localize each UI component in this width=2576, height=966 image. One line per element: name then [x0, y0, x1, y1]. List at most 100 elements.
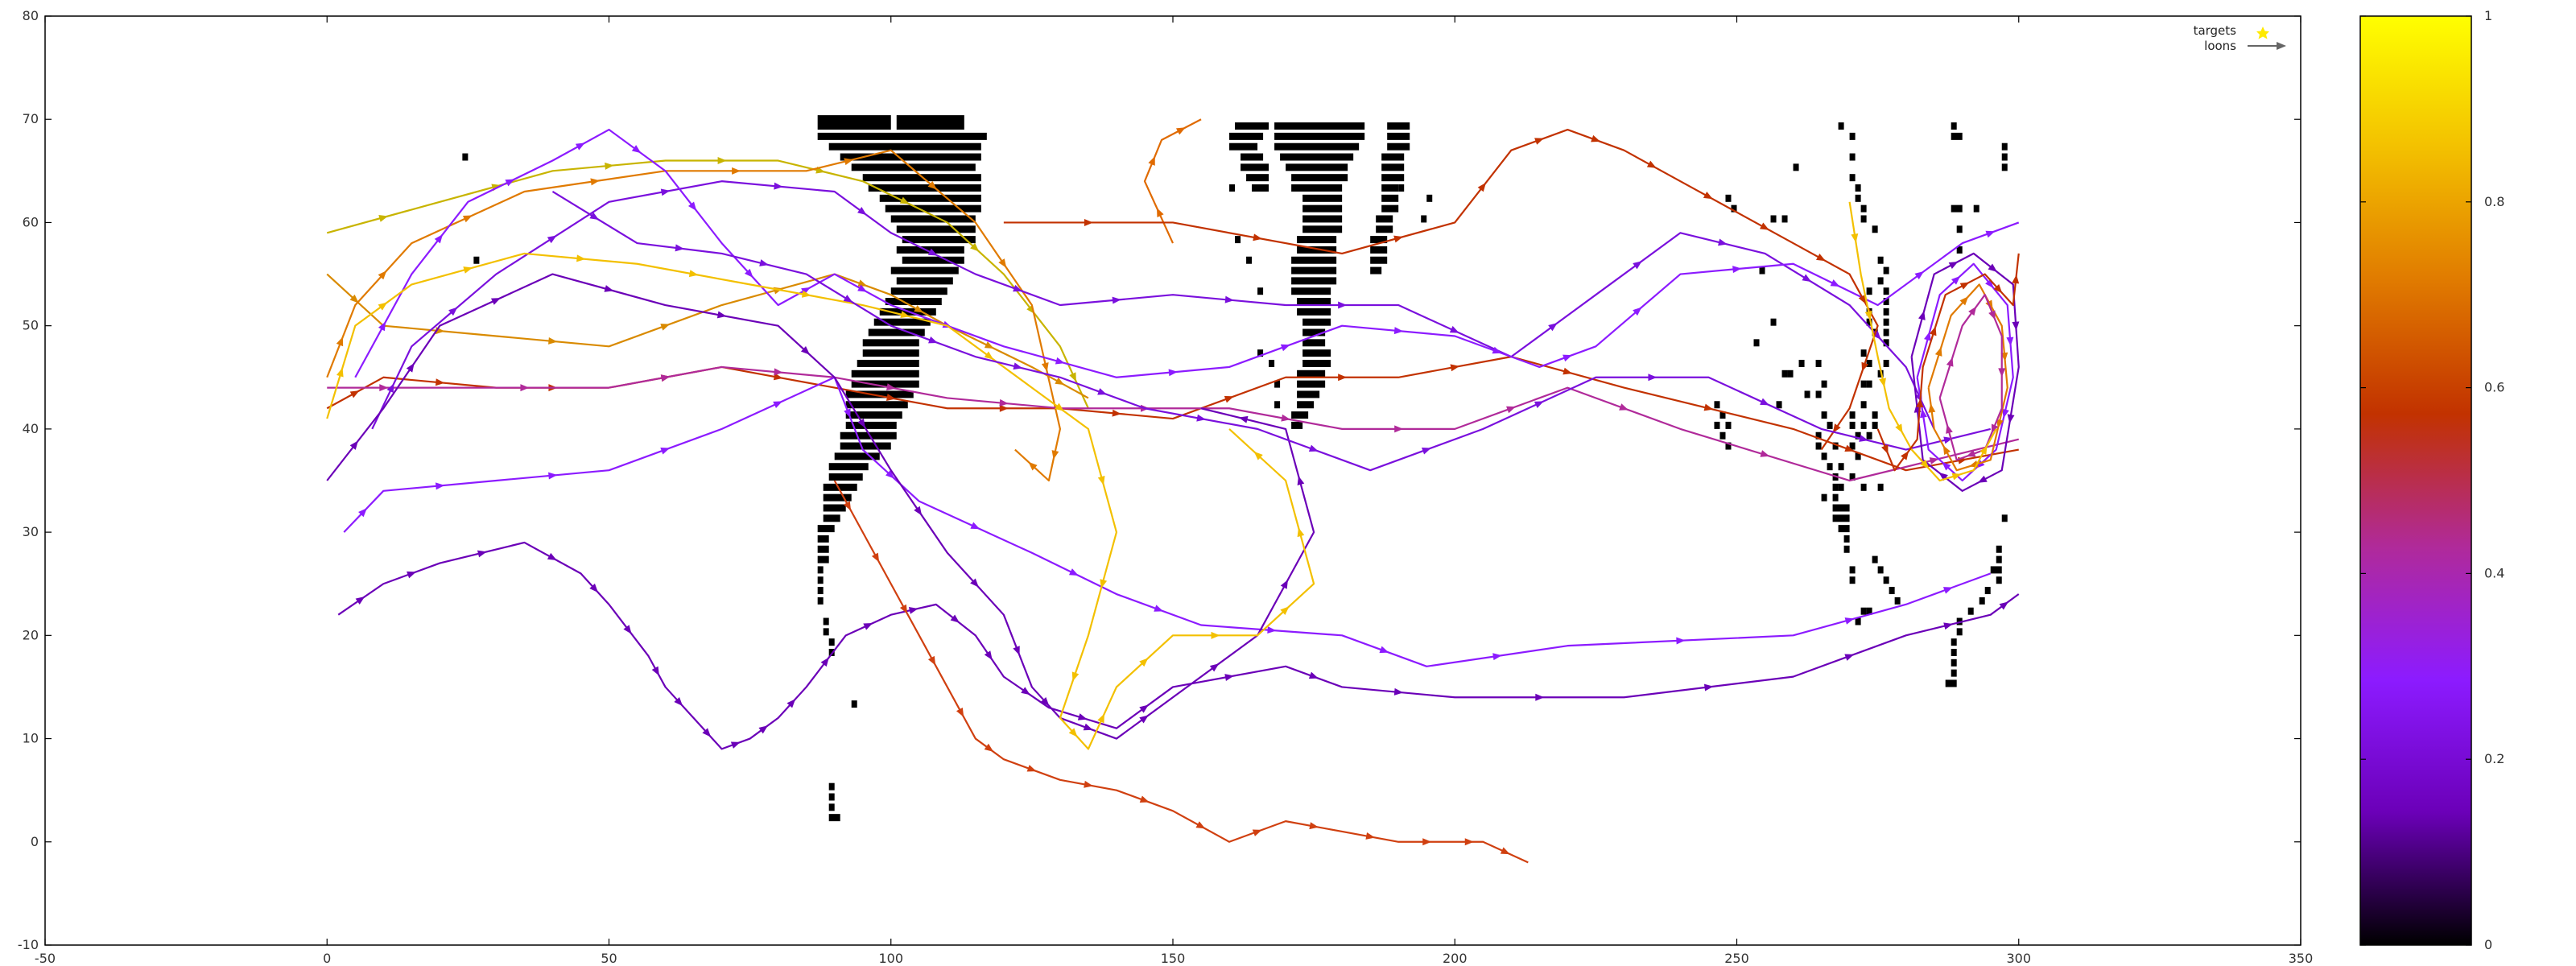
obstacle-cell — [1821, 380, 1827, 388]
trajectory-arrow — [844, 158, 854, 166]
x-tick-label: 250 — [1724, 951, 1749, 966]
trajectory-arrow — [1977, 475, 1988, 483]
trajectory-arrow — [1858, 295, 1866, 304]
obstacle-cell — [828, 142, 981, 151]
obstacle-cell — [2001, 163, 2008, 171]
trajectory-arrow — [1068, 568, 1079, 576]
trajectory-arrow — [1055, 357, 1065, 365]
obstacle-cell — [1860, 421, 1867, 429]
obstacle-cell — [1951, 204, 1963, 213]
trajectory-arrow — [1946, 424, 1953, 434]
trajectory-arrow — [914, 506, 923, 516]
obstacle-cell — [1860, 215, 1867, 223]
trajectory-arrow — [435, 378, 445, 386]
obstacle-cell — [1387, 122, 1410, 130]
obstacle-cell — [828, 638, 835, 646]
trajectory-line — [371, 180, 1935, 430]
obstacle-cell — [1860, 349, 1867, 357]
trajectory-arrow — [1112, 296, 1121, 304]
trajectory-arrow — [1832, 423, 1841, 433]
trajectory-arrow — [1309, 822, 1319, 830]
y-tick-label: -10 — [18, 937, 39, 952]
obstacle-cell — [1872, 555, 1878, 564]
colorbar-tick-label: 0 — [2484, 937, 2492, 952]
trajectory-arrow — [2012, 321, 2020, 331]
obstacle-cell — [1996, 576, 2002, 584]
trajectory-arrow — [1021, 687, 1030, 696]
obstacle-cell — [1843, 535, 1850, 543]
obstacle-cell — [1866, 318, 1872, 326]
obstacle-cell — [1984, 587, 1991, 595]
x-tick-label: 300 — [2006, 951, 2031, 966]
trajectory-arrow — [1646, 160, 1657, 168]
trajectory-arrow — [1224, 395, 1234, 403]
trajectory-arrow — [1951, 473, 1962, 481]
obstacle-cell — [823, 628, 829, 636]
obstacle-cell — [1387, 142, 1410, 151]
obstacle-cell — [823, 514, 840, 522]
trajectory-arrow — [1280, 606, 1290, 615]
trajectory-arrow — [1281, 414, 1291, 422]
trajectory-line — [343, 376, 1992, 667]
y-tick-label: 70 — [23, 111, 39, 126]
trajectory-line — [337, 541, 2020, 750]
trajectory-arrow — [547, 235, 557, 244]
obstacle-cell — [1866, 287, 1872, 295]
x-axis-ticks: -50 0 50 100 150 200 250 300 350 — [35, 16, 2313, 966]
trajectory-arrow — [1477, 182, 1486, 192]
trajectory-arrow — [886, 383, 896, 391]
obstacle-cell — [1849, 566, 1856, 574]
trajectory-arrow — [336, 367, 344, 378]
obstacle-cell — [1257, 349, 1264, 357]
trajectory-line — [1910, 252, 2020, 492]
trajectory-arrow — [716, 311, 727, 319]
trajectory-arrow — [1844, 654, 1855, 661]
obstacle-cell — [1787, 369, 1794, 378]
trajectory-arrow — [927, 180, 937, 190]
trajectory-arrow — [1633, 307, 1642, 316]
trajectory-arrow — [490, 298, 501, 305]
obstacle-cell — [1996, 545, 2002, 553]
obstacle-cell — [1759, 266, 1765, 275]
obstacle-cell — [1302, 339, 1326, 347]
trajectory-arrow — [1464, 838, 1474, 846]
obstacle-cell — [1291, 277, 1337, 285]
legend-label-loons: loons — [2204, 39, 2236, 53]
obstacle-cell — [1821, 493, 1827, 502]
obstacle-cell — [1776, 401, 1782, 409]
trajectory-arrow — [1979, 445, 1988, 456]
obstacle-cell — [1827, 463, 1833, 471]
obstacle-cell — [1849, 153, 1856, 161]
trajectory-line — [1916, 262, 2014, 482]
obstacle-cell — [1815, 442, 1822, 450]
trajectory-arrow — [1535, 693, 1545, 701]
obstacle-cell — [1291, 421, 1303, 429]
trajectory-arrow — [675, 244, 685, 252]
trajectory-arrow — [1861, 361, 1868, 372]
trajectory-arrow — [1421, 448, 1431, 455]
trajectory-arrow — [1816, 253, 1826, 262]
trajectory-arrow — [843, 501, 852, 511]
trajectory-arrow — [1083, 723, 1093, 731]
trajectory-arrow — [623, 625, 632, 634]
obstacle-cell — [845, 411, 902, 419]
obstacle-cell — [1956, 246, 1963, 254]
obstacle-cell — [1274, 132, 1365, 140]
trajectory-series — [326, 118, 2020, 864]
obstacle-cell — [462, 153, 469, 161]
obstacle-cell — [1877, 256, 1884, 264]
trajectory-arrow — [1948, 261, 1959, 270]
trajectory-arrow — [1238, 415, 1249, 423]
obstacle-cell — [1883, 298, 1889, 306]
obstacle-cell — [1714, 421, 1720, 429]
obstacle-cell — [1832, 504, 1850, 512]
obstacle-cell — [1855, 431, 1861, 440]
trajectory-arrow — [1563, 354, 1572, 362]
trajectory-arrow — [1195, 821, 1206, 829]
trajectory-arrow — [1365, 832, 1376, 840]
obstacle-cell — [1838, 122, 1844, 130]
obstacle-cell — [1252, 184, 1269, 192]
obstacle-cell — [1241, 163, 1269, 171]
trajectory-arrow — [660, 188, 671, 196]
obstacle-cell — [1798, 359, 1805, 367]
